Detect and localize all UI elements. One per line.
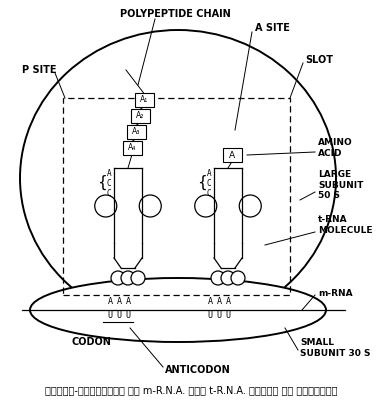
Circle shape xyxy=(231,271,245,285)
FancyBboxPatch shape xyxy=(134,93,154,107)
Text: A: A xyxy=(116,298,121,306)
FancyBboxPatch shape xyxy=(223,148,242,162)
Text: AMINO
ACID: AMINO ACID xyxy=(318,138,353,158)
Text: m-RNA: m-RNA xyxy=(318,288,353,298)
Text: U: U xyxy=(216,310,221,320)
Ellipse shape xyxy=(30,278,326,342)
FancyBboxPatch shape xyxy=(123,141,141,155)
Text: {: { xyxy=(197,175,207,190)
Text: CODON: CODON xyxy=(72,337,112,347)
Circle shape xyxy=(131,271,145,285)
Text: C: C xyxy=(106,180,111,188)
Text: POLYPEPTIDE CHAIN: POLYPEPTIDE CHAIN xyxy=(119,9,231,19)
Text: P SITE: P SITE xyxy=(22,65,57,75)
Circle shape xyxy=(211,271,225,285)
Text: A: A xyxy=(229,150,235,160)
Text: LARGE
SUBUNIT
50 S: LARGE SUBUNIT 50 S xyxy=(318,170,363,200)
FancyBboxPatch shape xyxy=(131,109,149,123)
Circle shape xyxy=(195,195,217,217)
Circle shape xyxy=(95,195,117,217)
Text: U: U xyxy=(208,310,213,320)
Circle shape xyxy=(111,271,125,285)
Text: C: C xyxy=(206,180,211,188)
Text: t-RNA
MOLECULE: t-RNA MOLECULE xyxy=(318,215,373,235)
Text: U: U xyxy=(226,310,231,320)
Text: C: C xyxy=(206,190,211,198)
Circle shape xyxy=(139,195,161,217)
FancyBboxPatch shape xyxy=(126,125,146,139)
Bar xyxy=(63,98,290,295)
Circle shape xyxy=(221,271,235,285)
Text: A: A xyxy=(126,298,131,306)
Text: {: { xyxy=(97,175,107,190)
Text: A: A xyxy=(208,298,213,306)
Text: C: C xyxy=(106,190,111,198)
Text: A: A xyxy=(106,170,111,178)
Ellipse shape xyxy=(20,30,336,326)
Text: ANTICODON: ANTICODON xyxy=(165,365,231,375)
Text: A₂: A₂ xyxy=(136,112,144,120)
Text: SMALL
SUBUNIT 30 S: SMALL SUBUNIT 30 S xyxy=(300,338,370,358)
Text: A₄: A₄ xyxy=(128,144,136,152)
Text: A₁: A₁ xyxy=(140,96,148,104)
Text: A₃: A₃ xyxy=(132,128,140,136)
Text: A: A xyxy=(216,298,221,306)
Text: A: A xyxy=(206,170,211,178)
Text: चित्र-राइबोसोम पर m-R.N.A. तथा t-R.N.A. अणुओं की स्थिति।: चित्र-राइबोसोम पर m-R.N.A. तथा t-R.N.A. … xyxy=(45,385,337,395)
Text: U: U xyxy=(108,310,113,320)
Text: SLOT: SLOT xyxy=(305,55,333,65)
Text: U: U xyxy=(126,310,131,320)
Circle shape xyxy=(121,271,135,285)
Circle shape xyxy=(239,195,261,217)
Text: A SITE: A SITE xyxy=(255,23,290,33)
Text: A: A xyxy=(108,298,113,306)
Text: A: A xyxy=(226,298,231,306)
Text: U: U xyxy=(116,310,121,320)
